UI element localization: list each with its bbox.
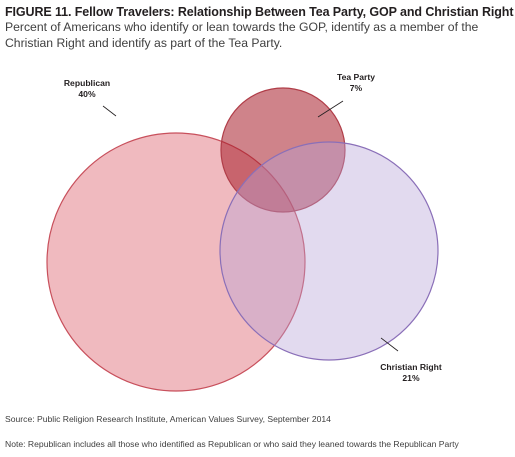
republican-circle: [46, 132, 306, 392]
christian-right-leader-line: [380, 337, 399, 352]
footnote: Note: Republican includes all those who …: [5, 439, 459, 449]
tea-party-value-label: 7%: [350, 83, 363, 93]
christian-right-label: Christian Right: [380, 362, 442, 372]
republican-leader-line: [102, 105, 117, 117]
source-note: Source: Public Religion Research Institu…: [5, 414, 331, 424]
tea-party-circle: [220, 87, 346, 213]
chart-title: FIGURE 11. Fellow Travelers: Relationshi…: [5, 5, 514, 19]
chart-subtitle: Percent of Americans who identify or lea…: [5, 20, 479, 50]
tea-party-leader-line: [317, 100, 344, 118]
christian-right-circle: [219, 141, 439, 361]
republican-label: Republican: [64, 78, 110, 88]
tea-party-label: Tea Party: [337, 72, 375, 82]
republican-value-label: 40%: [78, 89, 96, 99]
christian-right-value-label: 21%: [402, 373, 420, 383]
